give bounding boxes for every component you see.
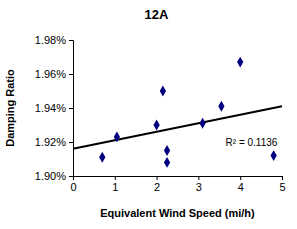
- tick-label: 1.94%: [35, 102, 66, 114]
- tick: 2: [154, 176, 160, 193]
- point: [164, 145, 170, 156]
- tick-mark: [69, 176, 73, 177]
- tick: 1.98%: [35, 34, 73, 46]
- title: 12A: [145, 7, 169, 22]
- tick-label: 4: [238, 181, 244, 193]
- point: [271, 150, 277, 161]
- plot-area: [73, 57, 282, 168]
- tick-mark: [69, 108, 73, 109]
- tick-mark: [240, 176, 241, 180]
- x-axis: 0 1 2 3 4 5: [70, 176, 285, 193]
- chart: 12A 1.90% 1.92% 1.94% 1.96% 1.98% 0 1 2 3 4 5 Equiva…: [0, 0, 297, 229]
- point: [199, 118, 205, 129]
- tick-label: 3: [196, 181, 202, 193]
- point: [164, 157, 170, 168]
- tick: 1.90%: [35, 170, 73, 182]
- tick-label: 1.92%: [35, 136, 66, 148]
- annotation: R² = 0.1136: [226, 137, 278, 148]
- tick-mark: [282, 176, 283, 180]
- tick-mark: [69, 40, 73, 41]
- tick: 5: [279, 176, 285, 193]
- tick-mark: [157, 176, 158, 180]
- trendline: [73, 106, 282, 149]
- point: [99, 152, 105, 163]
- tick-label: 1.98%: [35, 34, 66, 46]
- point: [237, 57, 243, 68]
- point: [153, 120, 159, 131]
- tick: 4: [238, 176, 244, 193]
- axis-line: [74, 177, 283, 181]
- tick-label: 0: [70, 181, 76, 193]
- y-axis: 1.90% 1.92% 1.94% 1.96% 1.98%: [35, 34, 74, 182]
- tick-mark: [73, 176, 74, 180]
- tick: 3: [196, 176, 202, 193]
- tick: 1.96%: [35, 68, 73, 80]
- y-axis-title: Damping Ratio: [4, 69, 16, 147]
- tick-mark: [115, 176, 116, 180]
- point: [114, 131, 120, 142]
- tick-label: 2: [154, 181, 160, 193]
- tick-label: 1.96%: [35, 68, 66, 80]
- tick-mark: [69, 74, 73, 75]
- tick: 1.94%: [35, 102, 73, 114]
- tick: 0: [70, 176, 76, 193]
- tick: 1: [112, 176, 118, 193]
- tick-mark: [198, 176, 199, 180]
- tick: 1.92%: [35, 136, 73, 148]
- tick-label: 1: [112, 181, 118, 193]
- point: [218, 101, 224, 112]
- point: [160, 86, 166, 97]
- x-axis-title: Equivalent Wind Speed (mi/h): [100, 207, 255, 219]
- tick-mark: [69, 142, 73, 143]
- tick-label: 5: [279, 181, 285, 193]
- tick-label: 1.90%: [35, 170, 66, 182]
- axis-line: [69, 41, 74, 177]
